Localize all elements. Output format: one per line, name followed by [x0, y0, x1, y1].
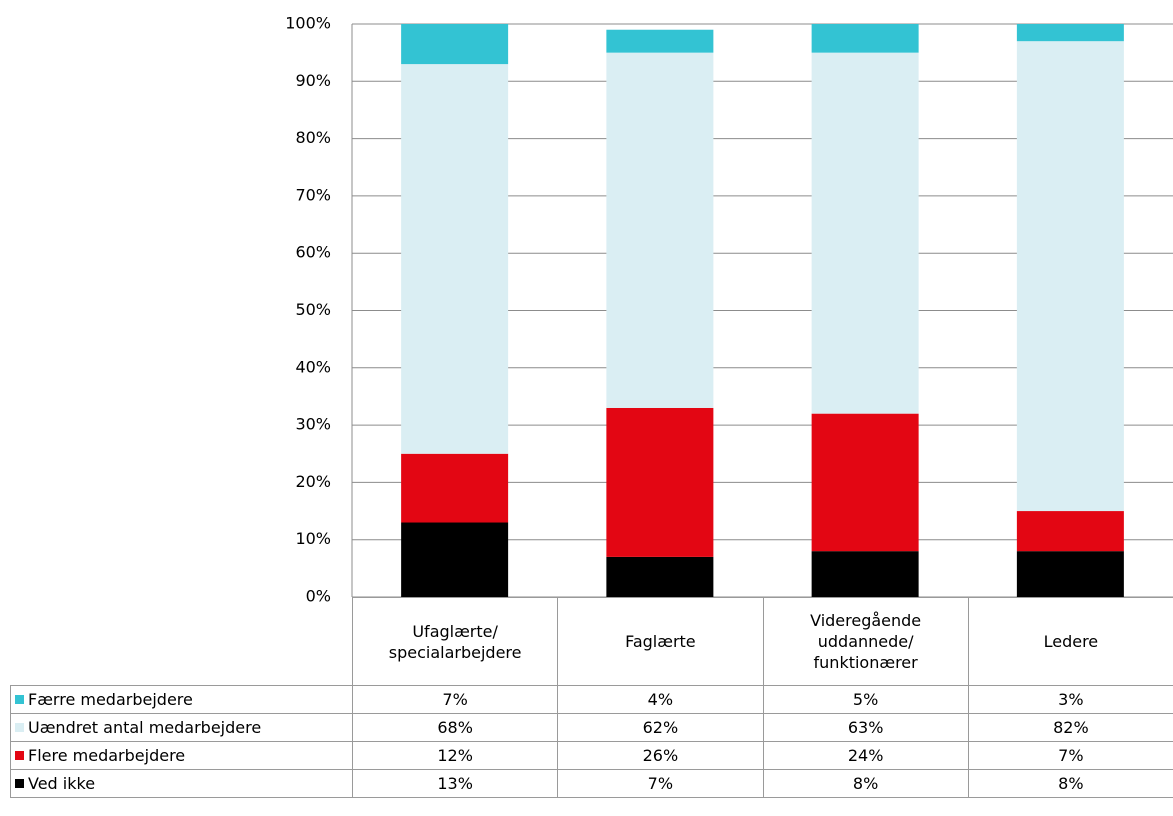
- legend-entry: Flere medarbejdere: [10, 741, 353, 770]
- bar-segment: [606, 556, 714, 597]
- bar-segment: [1016, 24, 1124, 42]
- bar-segment: [811, 52, 919, 414]
- bar-segment: [606, 52, 714, 408]
- y-tick-label: 40%: [295, 357, 331, 376]
- data-label: 7%: [557, 769, 764, 798]
- data-label: 8%: [967, 769, 1173, 798]
- y-tick-label: 80%: [295, 128, 331, 147]
- y-tick-label: 100%: [285, 14, 331, 33]
- bar-segment: [606, 407, 714, 557]
- legend-entry: Ved ikke: [10, 769, 353, 798]
- data-label: 8%: [762, 769, 969, 798]
- legend-entry: Færre medarbejdere: [10, 685, 353, 714]
- y-tick-label: 70%: [295, 185, 331, 204]
- legend-swatch: [15, 751, 24, 760]
- bar-segment: [401, 522, 509, 597]
- x-tick-label: Faglærte: [557, 597, 764, 686]
- data-label: 5%: [762, 685, 969, 714]
- x-tick-label: Ledere: [967, 597, 1173, 686]
- y-tick-label: 50%: [295, 300, 331, 319]
- legend-label: Flere medarbejdere: [28, 746, 186, 765]
- data-label: 82%: [967, 713, 1173, 742]
- bar-segment: [1016, 551, 1124, 597]
- legend-entry: Uændret antal medarbejdere: [10, 713, 353, 742]
- bar-segment: [401, 453, 509, 523]
- bar-segment: [1016, 41, 1124, 512]
- data-label: 7%: [967, 741, 1173, 770]
- bar-segment: [401, 64, 509, 454]
- bar-segment: [811, 551, 919, 597]
- y-tick-label: 0%: [306, 587, 331, 606]
- data-label: 13%: [352, 769, 559, 798]
- data-label: 7%: [352, 685, 559, 714]
- data-label: 12%: [352, 741, 559, 770]
- y-tick-label: 10%: [295, 529, 331, 548]
- bar-segment: [606, 29, 714, 53]
- bar-segment: [401, 24, 509, 65]
- data-label: 4%: [557, 685, 764, 714]
- legend-label: Ved ikke: [28, 774, 96, 793]
- legend-label: Færre medarbejdere: [28, 690, 193, 709]
- data-label: 24%: [762, 741, 969, 770]
- data-label: 3%: [967, 685, 1173, 714]
- bar-segment: [811, 413, 919, 552]
- data-label: 68%: [352, 713, 559, 742]
- legend-swatch: [15, 723, 24, 732]
- x-tick-label: Ufaglærte/ specialarbejdere: [352, 597, 559, 686]
- y-tick-label: 20%: [295, 472, 331, 491]
- legend-swatch: [15, 695, 24, 704]
- x-tick-label: Videregående uddannede/ funktionærer: [762, 597, 969, 686]
- legend-label: Uændret antal medarbejdere: [28, 718, 262, 737]
- y-tick-label: 60%: [295, 243, 331, 262]
- bar-segment: [1016, 511, 1124, 552]
- y-tick-label: 90%: [295, 71, 331, 90]
- data-label: 62%: [557, 713, 764, 742]
- data-label: 26%: [557, 741, 764, 770]
- y-tick-label: 30%: [295, 415, 331, 434]
- legend-swatch: [15, 779, 24, 788]
- data-label: 63%: [762, 713, 969, 742]
- bar-segment: [811, 24, 919, 53]
